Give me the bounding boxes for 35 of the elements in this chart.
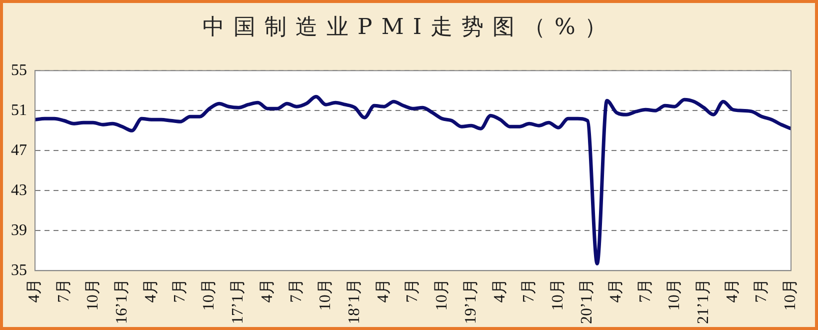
x-tick-label: 4月 xyxy=(375,278,392,303)
y-tick-label: 35 xyxy=(11,262,27,279)
y-tick-label: 47 xyxy=(11,142,27,159)
x-tick-label: 7月 xyxy=(172,278,189,303)
x-tick-label: 4月 xyxy=(26,278,44,303)
y-tick-label: 43 xyxy=(11,182,27,199)
x-tick-label: 7月 xyxy=(55,278,72,303)
x-tick-label: 7月 xyxy=(753,278,770,303)
line-series xyxy=(33,94,793,266)
x-tick-label: 19’1月 xyxy=(462,278,480,324)
x-tick-label: 16’1月 xyxy=(113,278,130,324)
x-tick-label: 21’1月 xyxy=(694,278,712,324)
y-tick-label: 55 xyxy=(11,62,27,79)
x-tick-label: 18’1月 xyxy=(346,278,364,324)
x-tick-label: 4月 xyxy=(142,278,160,303)
x-tick-label: 10月 xyxy=(200,278,218,311)
x-tick-label: 20’1月 xyxy=(578,278,596,324)
x-tick-label: 4月 xyxy=(608,278,625,303)
y-tick-label: 51 xyxy=(11,102,27,119)
x-tick-label: 7月 xyxy=(636,278,654,303)
x-tick-label: 10月 xyxy=(84,278,102,311)
y-tick-label: 39 xyxy=(11,222,27,239)
x-tick-label: 17’1月 xyxy=(230,278,247,324)
x-tick-label: 7月 xyxy=(520,278,538,303)
chart-title: 中国制造业PMI走势图（%） xyxy=(202,14,616,42)
x-tick-label: 10月 xyxy=(666,278,683,311)
x-tick-label: 10月 xyxy=(550,278,567,311)
x-tick-label: 4月 xyxy=(724,278,742,303)
x-tick-label: 4月 xyxy=(258,278,276,303)
x-tick-label: 10月 xyxy=(316,278,334,311)
x-tick-label: 7月 xyxy=(288,278,305,303)
x-tick-label: 10月 xyxy=(433,278,450,311)
x-tick-label: 10月 xyxy=(782,278,800,311)
x-tick-label: 4月 xyxy=(491,278,508,303)
x-tick-label: 7月 xyxy=(404,278,422,303)
